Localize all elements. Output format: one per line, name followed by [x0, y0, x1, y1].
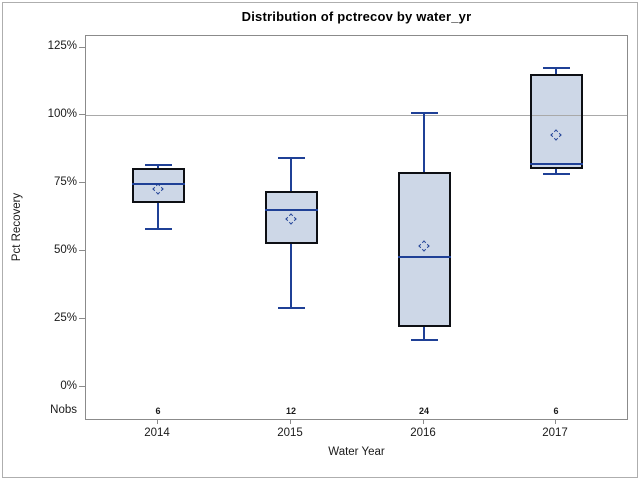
box: [264, 190, 318, 244]
plot-area: 6 12 24 6: [85, 35, 628, 420]
median-line: [529, 162, 583, 165]
whisker-cap-min: [542, 173, 570, 176]
y-axis-title: Pct Recovery: [11, 192, 23, 262]
y-tick-mark: [79, 386, 85, 388]
whisker-lower: [157, 202, 159, 229]
y-tick-label: 75%: [53, 175, 77, 188]
y-tick-mark: [79, 182, 85, 184]
y-tick-label: 125%: [47, 40, 77, 52]
box: [529, 73, 583, 169]
whisker-lower: [423, 326, 425, 341]
y-tick-mark: [79, 318, 85, 320]
x-tick-label: 2016: [410, 427, 436, 439]
box: [131, 167, 185, 203]
whisker-upper: [157, 164, 159, 168]
nobs-value: 24: [418, 406, 429, 416]
whisker-cap-min: [410, 339, 438, 342]
y-tick-label: 100%: [47, 107, 77, 120]
median-line: [397, 256, 451, 259]
whisker-cap-max: [542, 67, 570, 70]
box-outline: [264, 190, 318, 244]
nobs-value: 12: [285, 406, 296, 416]
x-tick-label: 2017: [542, 427, 568, 439]
median-line: [131, 182, 185, 185]
box-outline: [397, 171, 451, 327]
whisker-upper: [290, 158, 292, 191]
box-outline: [131, 167, 185, 203]
reference-line: [86, 115, 627, 117]
median-line: [264, 208, 318, 211]
whisker-cap-max: [410, 112, 438, 115]
y-tick-label: 25%: [53, 311, 77, 324]
y-tick-mark: [79, 46, 85, 48]
whisker-cap-min: [277, 306, 305, 309]
box-outline: [529, 73, 583, 169]
whisker-upper: [555, 68, 557, 74]
box: [397, 171, 451, 327]
nobs-value: 6: [553, 406, 559, 416]
nobs-label: Nobs: [50, 404, 77, 416]
y-tick-label: 50%: [53, 243, 77, 256]
whisker-lower: [290, 243, 292, 308]
y-tick-mark: [79, 250, 85, 252]
chart-title: Distribution of pctrecov by water_yr: [241, 9, 472, 24]
y-tick-mark: [79, 114, 85, 116]
whisker-cap-max: [277, 157, 305, 160]
x-tick-mark: [555, 420, 556, 424]
y-tick-label: 0%: [60, 379, 77, 392]
whisker-cap-max: [144, 163, 172, 166]
x-tick-mark: [157, 420, 158, 424]
x-tick-label: 2014: [144, 427, 170, 439]
x-tick-label: 2015: [277, 427, 303, 439]
whisker-upper: [423, 113, 425, 172]
x-tick-mark: [423, 420, 424, 424]
whisker-lower: [555, 168, 557, 175]
x-tick-mark: [290, 420, 291, 424]
whisker-cap-min: [144, 227, 172, 230]
x-axis-title: Water Year: [328, 446, 385, 458]
nobs-value: 6: [155, 406, 161, 416]
